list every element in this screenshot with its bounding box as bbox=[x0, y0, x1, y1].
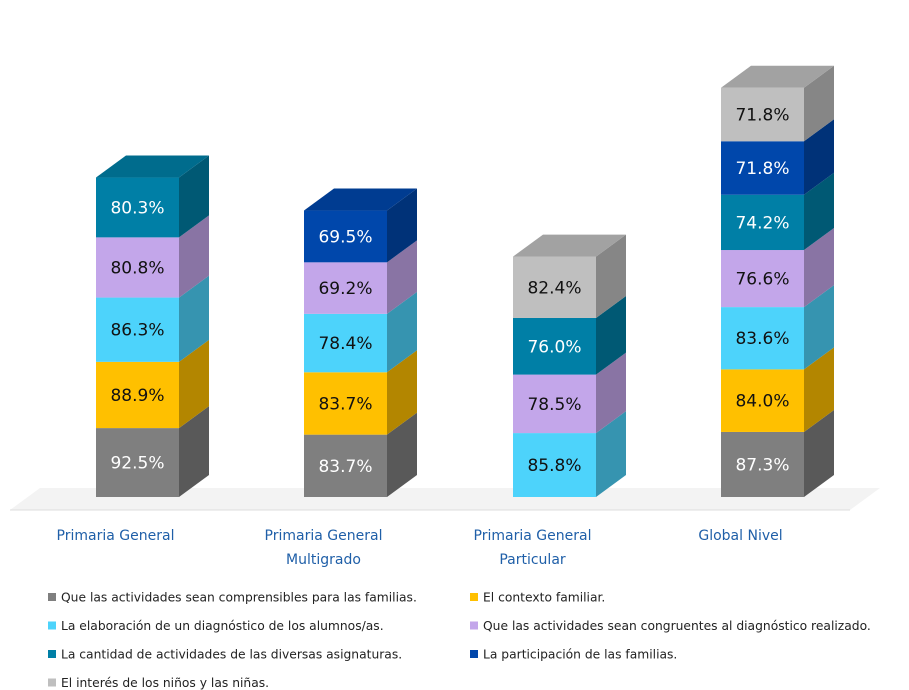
bar-segment bbox=[721, 431, 804, 497]
bar-segment bbox=[96, 428, 179, 497]
bar-side bbox=[387, 291, 417, 373]
legend-label: Que las actividades sean congruentes al … bbox=[483, 619, 871, 633]
bar-side bbox=[804, 172, 834, 251]
bar-segment bbox=[721, 250, 804, 308]
bar-side bbox=[804, 119, 834, 195]
bar-segment bbox=[721, 194, 804, 251]
bar-side bbox=[387, 188, 417, 263]
value-label: 76.6% bbox=[735, 270, 789, 290]
legend-swatch bbox=[48, 678, 56, 687]
bar-side bbox=[179, 215, 209, 298]
value-label: 69.2% bbox=[318, 279, 372, 299]
legend-label: Que las actividades sean comprensibles p… bbox=[61, 591, 417, 605]
value-label: 88.9% bbox=[110, 386, 164, 406]
category-label: Primaria General bbox=[56, 528, 175, 544]
bar-segment bbox=[721, 141, 804, 195]
value-label: 83.7% bbox=[318, 394, 372, 414]
bar-segment bbox=[304, 434, 387, 497]
value-label: 92.5% bbox=[110, 454, 164, 474]
legend-swatch bbox=[48, 593, 56, 601]
value-label: 87.3% bbox=[735, 455, 789, 475]
bar-side bbox=[179, 275, 209, 362]
bar-segment bbox=[304, 313, 387, 373]
legend-swatch bbox=[48, 650, 56, 658]
bar-side bbox=[387, 240, 417, 314]
legend-swatch bbox=[470, 621, 478, 630]
value-label: 80.8% bbox=[110, 258, 164, 278]
bar-side bbox=[387, 412, 417, 497]
bar-top bbox=[96, 155, 209, 178]
value-label: 71.8% bbox=[735, 159, 789, 179]
bar-segment bbox=[304, 372, 387, 435]
category-label: Global Nivel bbox=[698, 528, 783, 544]
category-label: Primaria General Multigrado bbox=[264, 528, 383, 568]
bar-side bbox=[804, 409, 834, 497]
bar-segment bbox=[513, 433, 596, 497]
value-label: 78.5% bbox=[527, 395, 581, 415]
legend-label: El interés de los niños y las niñas. bbox=[61, 676, 269, 690]
bar-side bbox=[179, 155, 209, 238]
bar-segment bbox=[304, 262, 387, 314]
bar-segment bbox=[304, 210, 387, 263]
legend-label: La cantidad de actividades de las divers… bbox=[61, 648, 402, 662]
bar-segment bbox=[96, 177, 179, 238]
bar-side bbox=[804, 228, 834, 308]
bar-top bbox=[721, 65, 834, 88]
bar-segment bbox=[96, 237, 179, 298]
value-label: 84.0% bbox=[735, 392, 789, 412]
value-label: 76.0% bbox=[527, 337, 581, 357]
legend-label: El contexto familiar. bbox=[483, 591, 605, 605]
legend-swatch bbox=[48, 621, 56, 630]
value-label: 86.3% bbox=[110, 321, 164, 341]
bar-segment bbox=[513, 374, 596, 434]
bar-segment bbox=[721, 87, 804, 142]
legend-swatch bbox=[470, 593, 478, 601]
bar-side bbox=[804, 347, 834, 432]
bar-side bbox=[596, 352, 626, 434]
category-label: Primaria General Particular bbox=[473, 528, 592, 568]
bar-side bbox=[596, 234, 626, 318]
bar-side bbox=[179, 339, 209, 429]
bar-side bbox=[804, 65, 834, 142]
value-label: 83.7% bbox=[318, 457, 372, 477]
bar-side bbox=[596, 411, 626, 497]
bar-segment bbox=[513, 256, 596, 318]
value-label: 85.8% bbox=[527, 456, 581, 476]
value-label: 80.3% bbox=[110, 198, 164, 218]
bar-side bbox=[179, 406, 209, 497]
legend-label: La elaboración de un diagnóstico de los … bbox=[61, 619, 384, 633]
bar-segment bbox=[96, 297, 179, 362]
bar-top bbox=[304, 188, 417, 211]
floor bbox=[10, 488, 880, 510]
value-label: 83.6% bbox=[735, 329, 789, 349]
value-label: 78.4% bbox=[318, 334, 372, 354]
bar-segment bbox=[96, 361, 179, 429]
value-label: 69.5% bbox=[318, 227, 372, 247]
bar-segment bbox=[513, 317, 596, 375]
value-label: 74.2% bbox=[735, 213, 789, 233]
bar-side bbox=[804, 285, 834, 370]
value-label: 71.8% bbox=[735, 106, 789, 126]
legend-swatch bbox=[470, 650, 478, 658]
bar-top bbox=[513, 234, 626, 257]
bar-side bbox=[596, 295, 626, 375]
bar-segment bbox=[721, 307, 804, 370]
bar-side bbox=[387, 350, 417, 435]
value-label: 82.4% bbox=[527, 278, 581, 298]
legend-label: La participación de las familias. bbox=[483, 648, 677, 662]
bar-segment bbox=[721, 369, 804, 432]
